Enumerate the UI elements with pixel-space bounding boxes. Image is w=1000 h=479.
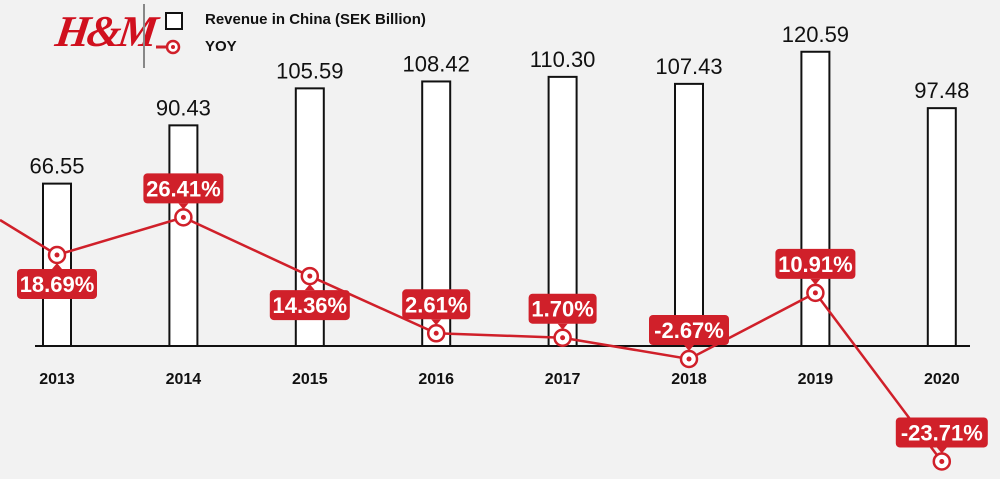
yoy-label: 26.41% [146, 176, 221, 201]
bar-label: 97.48 [914, 78, 969, 103]
yoy-label-box [528, 293, 597, 324]
bar-label: 107.43 [655, 54, 722, 79]
yoy-label: 1.70% [531, 297, 593, 322]
yoy-label-pointer [178, 203, 189, 210]
yoy-marker-dot [54, 252, 60, 258]
yoy-label-box [402, 289, 471, 320]
legend-revenue: Revenue in China (SEK Billion) [205, 11, 426, 28]
bar-2020 [926, 107, 957, 347]
yoy-marker-dot [939, 458, 945, 464]
yoy-marker-dot [560, 335, 566, 341]
bar-2014 [168, 124, 199, 347]
yoy-label-pointer [431, 319, 442, 326]
yoy-marker-dot [433, 330, 439, 336]
x-tick-label: 2019 [798, 371, 834, 388]
yoy-label-box [775, 248, 856, 279]
yoy-label-pointer [52, 262, 62, 269]
yoy-label-box [17, 268, 97, 299]
x-tick-label: 2015 [292, 371, 328, 388]
bar-label: 90.43 [156, 95, 211, 120]
bar-label: 108.42 [403, 51, 470, 76]
yoy-label: 18.69% [20, 272, 95, 297]
x-tick-label: 2016 [418, 371, 454, 388]
yoy-label: 10.91% [778, 252, 853, 277]
yoy-label-box [143, 173, 224, 204]
yoy-marker-dot [180, 214, 186, 220]
bar-label: 66.55 [29, 154, 84, 179]
yoy-label-box [269, 290, 350, 321]
legend-divider [143, 4, 145, 68]
yoy-label-pointer [936, 447, 947, 454]
yoy-label-pointer [557, 323, 568, 330]
x-tick-label: 2017 [545, 371, 581, 388]
x-tick-label: 2014 [166, 371, 202, 388]
x-tick-label: 2013 [39, 371, 75, 388]
legend-marker-dot [171, 45, 175, 49]
x-tick-label: 2018 [671, 371, 707, 388]
legend-yoy: YOY [205, 38, 237, 55]
yoy-label: 14.36% [272, 293, 347, 318]
x-tick-label: 2020 [924, 371, 960, 388]
legend-bar-swatch [165, 12, 183, 30]
yoy-label: 2.61% [405, 292, 467, 317]
yoy-label-box [649, 315, 729, 346]
yoy-label-box [895, 417, 988, 448]
yoy-label-pointer [810, 278, 821, 285]
bar-label: 105.59 [276, 58, 343, 83]
yoy-label-pointer [684, 345, 694, 352]
bar-label: 120.59 [782, 22, 849, 47]
yoy-marker-dot [812, 290, 818, 296]
yoy-marker-dot [307, 273, 313, 279]
yoy-label-pointer [304, 284, 315, 291]
yoy-label: -23.71% [901, 420, 983, 445]
bar-2018 [674, 82, 704, 348]
yoy-marker-dot [686, 356, 692, 362]
bar-label: 110.30 [530, 47, 596, 72]
yoy-label: -2.67% [654, 318, 724, 343]
